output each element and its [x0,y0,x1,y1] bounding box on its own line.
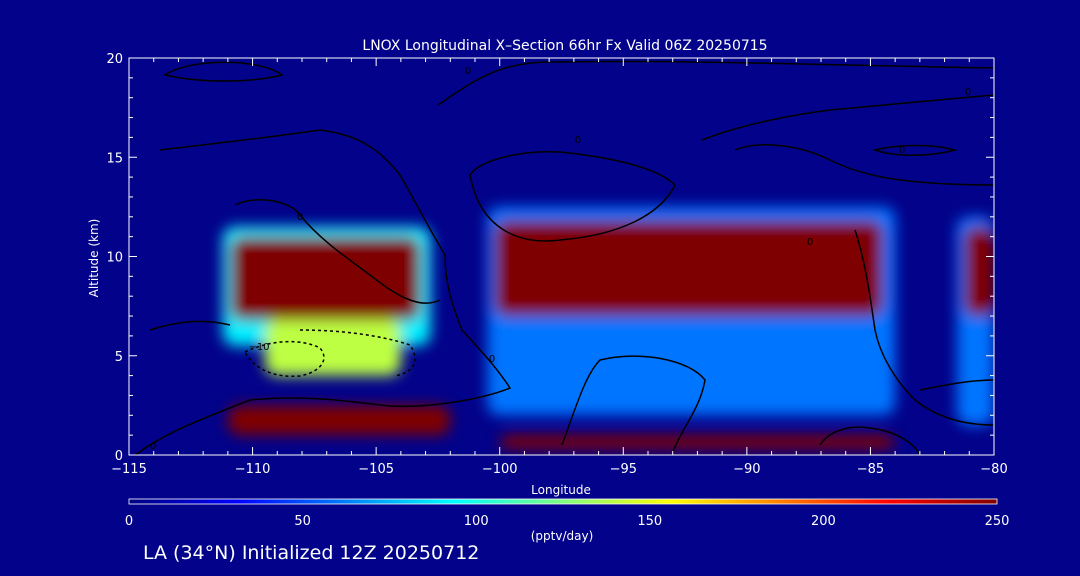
y-tick-label: 5 [115,350,123,365]
contour-line [234,199,441,304]
colorbar-tick-label: 250 [985,514,1010,529]
x-tick-label: −110 [235,462,271,477]
contour-line [134,129,512,455]
colorbar-label: (pptv/day) [531,529,594,543]
contour-line [163,61,284,82]
contour-label: 0 [575,135,581,146]
plot-area: 0 0 0 0 0 0 0 0 −10 [129,58,994,455]
contour-line [872,144,958,156]
x-tick-label: −90 [733,462,760,477]
contour-label: 0 [807,237,813,248]
y-tick-label: 0 [115,449,123,464]
field-region-4 [494,220,883,317]
x-tick-label: −85 [857,462,884,477]
contour-label: 0 [465,66,471,77]
contour-line [437,60,994,106]
x-tick-label: −100 [482,462,518,477]
field-region-2 [264,320,401,376]
x-tick-label: −105 [358,462,394,477]
x-tick-label: −115 [111,462,147,477]
contour-line [299,329,416,377]
contour-label-layer: 0 0 0 0 0 0 0 0 −10 [150,66,971,452]
y-axis: 0 5 10 15 20 [106,52,994,464]
field-region-1 [230,236,421,321]
init-info: LA (34°N) Initialized 12Z 20250712 [143,542,480,564]
field-region-6 [964,226,994,317]
contour-line [561,355,706,455]
field-layer [222,206,994,450]
colorbar-tick-label: 150 [637,514,662,529]
colorbar [128,498,998,505]
x-tick-label: −80 [980,462,1007,477]
contour-label: 0 [899,145,905,156]
y-tick-label: 20 [106,52,123,67]
contour-label: 0 [297,212,303,223]
y-tick-label: 10 [106,251,123,266]
contour-label: −10 [248,342,269,353]
x-axis: −115 −110 −105 −100 −95 −90 −85 −80 [111,58,1008,477]
contour-line [469,151,676,242]
colorbar-ticks: 0 50 100 150 200 250 [125,514,1010,529]
contour-line [701,94,994,141]
colorbar-tick-label: 200 [811,514,836,529]
contour-line [919,379,994,391]
y-tick-label: 15 [106,151,123,166]
colorbar-tick-label: 100 [464,514,489,529]
field-region-8 [499,435,896,450]
contour-line [734,144,994,186]
x-tick-label: −95 [610,462,637,477]
contour-line [149,320,231,331]
colorbar-tick-label: 0 [125,514,133,529]
contour-label: 0 [489,354,495,365]
y-axis-label: Altitude (km) [87,219,101,298]
x-axis-label: Longitude [531,483,591,497]
contour-label: 0 [965,87,971,98]
contour-line [854,229,994,426]
contour-layer [134,60,994,455]
contour-label: 0 [150,441,156,452]
field-region-7 [227,405,451,436]
chart-title: LNOX Longitudinal X–Section 66hr Fx Vali… [362,38,767,54]
colorbar-tick-label: 50 [294,514,311,529]
contour-line [819,426,921,455]
